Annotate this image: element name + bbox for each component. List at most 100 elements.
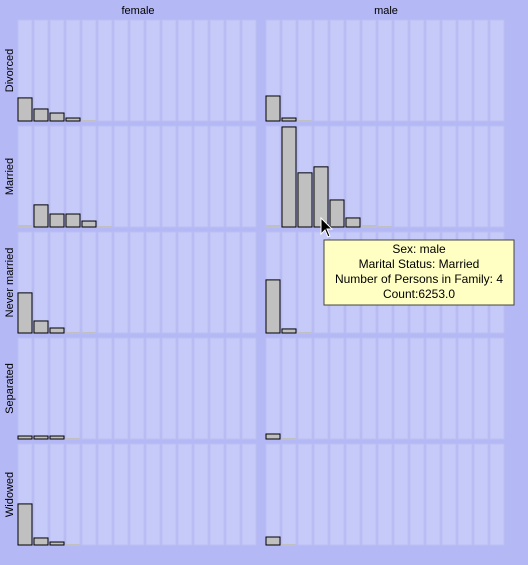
bar-slot (393, 125, 409, 228)
bar-slot (65, 337, 81, 440)
bar-slot (265, 443, 281, 546)
bar (65, 117, 81, 122)
bar-slot (297, 231, 313, 334)
bar-slot (49, 19, 65, 122)
bar-slot (65, 19, 81, 122)
bar-slot (489, 443, 505, 546)
bar-slot (97, 19, 113, 122)
bar-slot (361, 19, 377, 122)
bar-slot (177, 443, 193, 546)
tooltip-line: Number of Persons in Family: 4 (335, 272, 503, 286)
bar (66, 438, 80, 439)
bar-slot (161, 125, 177, 228)
bar (378, 226, 392, 227)
bar (298, 120, 312, 121)
row-label: Married (4, 158, 16, 195)
bar (49, 327, 65, 334)
bar-slot (161, 337, 177, 440)
bar (297, 172, 313, 228)
bar-slot (81, 443, 97, 546)
bar (33, 537, 49, 546)
bar-slot (225, 19, 241, 122)
bar-slot (225, 231, 241, 334)
bar-slot (425, 443, 441, 546)
bar (49, 435, 65, 440)
tooltip-line: Sex: male (392, 242, 446, 256)
bar-slot (489, 337, 505, 440)
bar (298, 332, 312, 333)
bar (65, 213, 81, 228)
bar-slot (145, 19, 161, 122)
bar-slot (33, 231, 49, 334)
bar-slot (297, 19, 313, 122)
bar-slot (473, 125, 489, 228)
row-label: Never married (4, 248, 16, 318)
bar-slot (425, 337, 441, 440)
bar-slot (441, 443, 457, 546)
bar-slot (49, 125, 65, 228)
bar-slot (377, 125, 393, 228)
bar-slot (297, 443, 313, 546)
bar-slot (81, 19, 97, 122)
bar-slot (33, 443, 49, 546)
bar (345, 217, 361, 228)
row-label: Separated (4, 363, 16, 414)
bar-slot (145, 231, 161, 334)
bar-slot (209, 337, 225, 440)
bar-slot (129, 19, 145, 122)
bar-slot (441, 19, 457, 122)
bar-slot (177, 231, 193, 334)
bar (266, 225, 280, 227)
bar-slot (457, 443, 473, 546)
bar-slot (345, 443, 361, 546)
bar (17, 503, 33, 546)
bar-slot (65, 231, 81, 334)
bar-slot (345, 19, 361, 122)
bar-slot (441, 337, 457, 440)
bar-slot (193, 443, 209, 546)
bar (82, 332, 96, 333)
bar-slot (129, 231, 145, 334)
bar (33, 320, 49, 334)
bar (282, 438, 296, 439)
column-label: female (121, 5, 154, 17)
bar-slot (49, 231, 65, 334)
bar-slot (281, 337, 297, 440)
bar-slot (281, 443, 297, 546)
bar-slot (193, 19, 209, 122)
bar-slot (177, 19, 193, 122)
bar-slot (17, 337, 33, 440)
bar-slot (97, 337, 113, 440)
bar (98, 226, 112, 227)
bar-slot (97, 443, 113, 546)
bar-slot (113, 19, 129, 122)
bar-slot (409, 125, 425, 228)
bar-slot (225, 443, 241, 546)
bar-slot (313, 337, 329, 440)
tooltip-line: Count:6253.0 (383, 287, 455, 301)
bar (281, 328, 297, 334)
bar-slot (161, 443, 177, 546)
bar-slot (393, 19, 409, 122)
bar-slot (329, 19, 345, 122)
bar-slot (49, 337, 65, 440)
bar (33, 435, 49, 440)
bar-slot (97, 231, 113, 334)
bar-slot (457, 125, 473, 228)
bar-slot (297, 337, 313, 440)
bar-slot (457, 337, 473, 440)
bar-slot (409, 19, 425, 122)
bar (33, 108, 49, 122)
bar (17, 292, 33, 334)
bar-slot (65, 125, 81, 228)
bar-slot (361, 337, 377, 440)
bar-slot (393, 337, 409, 440)
bar-slot (145, 443, 161, 546)
bar (265, 536, 281, 546)
bar-slot (161, 19, 177, 122)
panels (17, 19, 505, 546)
bar-slot (209, 19, 225, 122)
bar-slot (209, 231, 225, 334)
